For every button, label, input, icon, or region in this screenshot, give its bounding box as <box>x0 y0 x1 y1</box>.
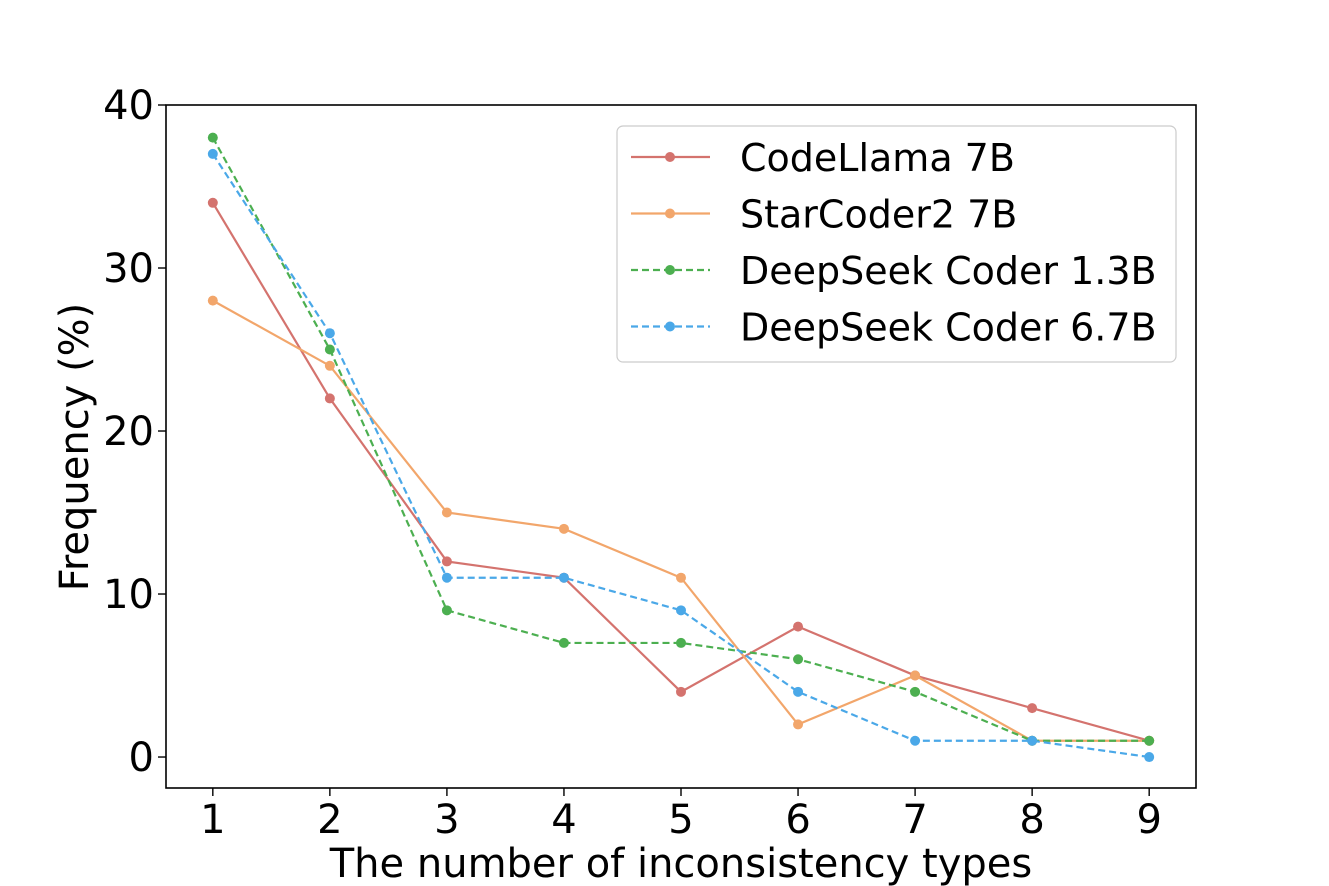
series-layer <box>207 132 1155 763</box>
x-axis-label: The number of inconsistency types <box>329 841 1033 886</box>
y-axis: 0 10 20 30 40 <box>103 83 166 781</box>
series-line <box>211 153 1150 759</box>
x-tick-label: 3 <box>434 797 459 843</box>
data-point <box>793 686 804 697</box>
data-point <box>910 735 921 746</box>
data-point <box>324 344 335 355</box>
data-point <box>441 572 452 583</box>
x-tick-label: 7 <box>902 797 927 843</box>
data-point <box>793 621 804 632</box>
data-point <box>207 295 218 306</box>
data-point <box>676 572 686 583</box>
x-tick-label: 5 <box>668 797 693 843</box>
series-line <box>212 299 1150 742</box>
data-point <box>558 637 569 648</box>
data-point <box>1027 703 1038 714</box>
data-point <box>1027 735 1038 746</box>
y-axis-label: Frequency (%) <box>52 303 98 592</box>
legend-marker <box>665 321 675 332</box>
data-point <box>207 132 218 143</box>
data-point <box>793 654 804 665</box>
y-tick-label: 30 <box>103 246 154 292</box>
x-tick-label: 1 <box>200 797 225 843</box>
legend-label: CodeLlama 7B <box>740 136 1015 180</box>
legend-marker <box>665 208 675 219</box>
data-point <box>207 148 218 159</box>
legend-box <box>616 125 1177 363</box>
data-point <box>441 605 452 616</box>
data-point <box>676 637 686 648</box>
series-deepseek-coder-6-7b <box>207 148 1155 763</box>
data-point <box>1144 752 1155 763</box>
legend-marker <box>665 265 675 275</box>
data-point <box>441 507 452 518</box>
data-point <box>676 686 686 697</box>
legend-marker <box>665 152 675 162</box>
legend-label: StarCoder2 7B <box>740 193 1017 237</box>
data-point <box>910 670 921 681</box>
data-point <box>324 393 335 404</box>
x-tick-label: 8 <box>1019 797 1044 843</box>
data-point <box>793 719 804 730</box>
legend: CodeLlama 7B StarCoder2 7B DeepSeek Coder … <box>616 125 1177 363</box>
legend-label: DeepSeek Coder 1.3B <box>740 249 1157 293</box>
legend-label: DeepSeek Coder 6.7B <box>740 306 1157 350</box>
y-tick-label: 10 <box>103 572 154 618</box>
y-tick-label: 0 <box>129 735 154 781</box>
series-line <box>211 137 1150 742</box>
data-point <box>558 572 569 583</box>
data-point <box>558 523 569 534</box>
y-tick-label: 40 <box>103 83 154 129</box>
data-point <box>676 605 686 616</box>
data-point <box>207 197 218 208</box>
x-tick-label: 9 <box>1136 797 1161 843</box>
x-axis: 1 2 3 4 5 6 7 8 9 <box>200 788 1162 843</box>
data-point <box>324 328 335 339</box>
x-tick-label: 4 <box>551 797 576 843</box>
series-starcoder2-7b <box>207 295 1155 746</box>
data-point <box>1144 735 1155 746</box>
x-tick-label: 2 <box>317 797 342 843</box>
y-tick-label: 20 <box>103 409 154 455</box>
data-point <box>441 556 452 567</box>
data-point <box>324 360 335 371</box>
x-tick-label: 6 <box>785 797 810 843</box>
data-point <box>910 686 921 697</box>
